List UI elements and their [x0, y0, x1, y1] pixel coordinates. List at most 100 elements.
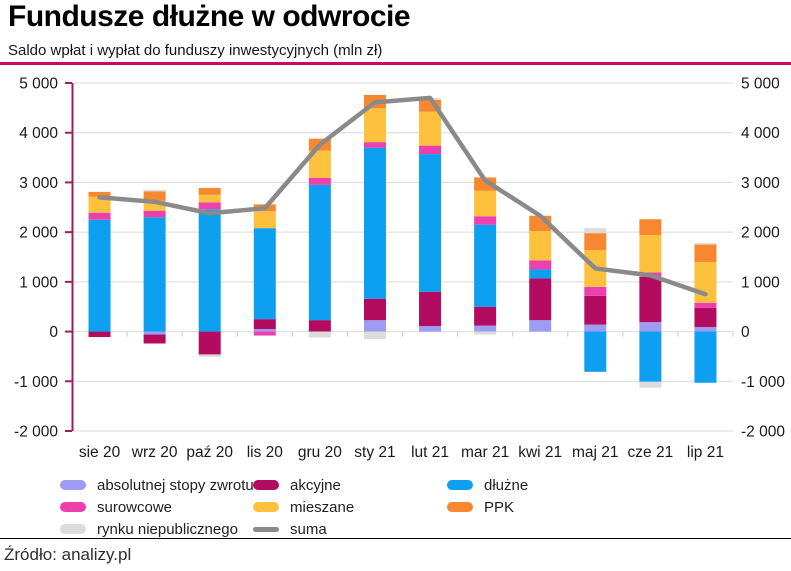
- bar-segment-surowcowe: [308, 177, 331, 185]
- bar-segment-rynku-niepublicznego: [143, 189, 166, 192]
- bar-segment-akcyjne: [198, 331, 221, 355]
- bar-segment-akcyjne: [474, 306, 497, 326]
- legend-swatch-ppk: [447, 502, 473, 512]
- y-tick-label-right: 0: [741, 324, 750, 341]
- bar-segment-mieszane: [639, 235, 662, 273]
- bar-segment-absolutnej-stopy-zwrotu: [253, 329, 276, 332]
- y-tick-label-right: 5 000: [741, 76, 780, 93]
- bar-segment-mieszane: [253, 211, 276, 229]
- legend-swatch-absolutnej-stopy-zwrotu: [60, 480, 86, 490]
- x-category-label: cze 21: [628, 444, 674, 461]
- bar-segment-ppk: [639, 219, 662, 236]
- x-category-label: gru 20: [298, 444, 342, 461]
- bar-segment-absolutnej-stopy-zwrotu: [419, 326, 442, 332]
- bar-segment-absolutnej-stopy-zwrotu: [694, 327, 717, 332]
- bar-segment-d-u-ne: [419, 154, 442, 292]
- bar-segment-d-u-ne: [584, 331, 607, 372]
- legend-label: surowcowe: [97, 498, 173, 516]
- line-suma: [97, 95, 708, 297]
- x-category-label: paź 20: [186, 444, 233, 461]
- legend-swatch-d-u-ne: [447, 480, 473, 490]
- bar-segment-akcyjne: [253, 319, 276, 330]
- bar-segment-d-u-ne: [308, 184, 331, 321]
- bar-segment-ppk: [198, 187, 221, 195]
- y-tick-label-right: -2 000: [741, 424, 785, 441]
- y-tick-label-left: -1 000: [14, 374, 58, 391]
- legend-item-suma: suma: [253, 520, 327, 538]
- bar-segment-rynku-niepublicznego: [584, 228, 607, 234]
- bar-segment-akcyjne: [363, 298, 386, 321]
- legend-swatch-surowcowe: [60, 502, 86, 512]
- bar-segment-surowcowe: [694, 302, 717, 308]
- bar-segment-absolutnej-stopy-zwrotu: [639, 322, 662, 332]
- y-tick-label-left: 0: [49, 324, 58, 341]
- bar-segment-absolutnej-stopy-zwrotu: [363, 320, 386, 332]
- bar-segment-akcyjne: [308, 320, 331, 332]
- bar-segment-d-u-ne: [143, 217, 166, 332]
- legend-item-akcyjne: akcyjne: [253, 476, 341, 494]
- bar-segment-akcyjne: [143, 334, 166, 344]
- bar-segment-d-u-ne: [253, 228, 276, 320]
- x-category-label: wrz 20: [131, 444, 178, 461]
- x-category-label: lip 21: [687, 444, 724, 461]
- bar-segment-akcyjne: [419, 291, 442, 327]
- x-category-label: lis 20: [247, 444, 284, 461]
- legend-item-mieszane: mieszane: [253, 498, 355, 516]
- legend-item-d-u-ne: dłużne: [447, 476, 529, 494]
- bar-segment-mieszane: [88, 196, 111, 213]
- y-tick-label-right: 3 000: [741, 175, 780, 192]
- legend-label: suma: [290, 520, 327, 538]
- legend-item-surowcowe: surowcowe: [60, 498, 173, 516]
- page-title: Fundusze dłużne w odwrocie: [8, 0, 411, 33]
- bar-segment-d-u-ne: [474, 224, 497, 307]
- x-category-label: mar 21: [461, 444, 509, 461]
- bar-segment-surowcowe: [474, 216, 497, 225]
- legend-label: mieszane: [290, 498, 355, 516]
- bar-segment-akcyjne: [88, 331, 111, 338]
- legend-item-ppk: PPK: [447, 498, 515, 516]
- bar-segment-ppk: [88, 191, 111, 197]
- bar-segment-surowcowe: [529, 260, 552, 270]
- bar-segment-d-u-ne: [529, 269, 552, 279]
- legend-label: dłużne: [484, 476, 529, 494]
- legend-swatch-rynku-niepublicznego: [60, 524, 86, 534]
- y-tick-label-left: 2 000: [19, 225, 58, 242]
- y-tick-label-left: -2 000: [14, 424, 58, 441]
- bar-segment-mieszane: [198, 194, 221, 203]
- bar-segment-surowcowe: [363, 142, 386, 148]
- legend-label: PPK: [484, 498, 515, 516]
- bar-segment-mieszane: [143, 200, 166, 211]
- y-tick-label-right: 2 000: [741, 225, 780, 242]
- bar-segment-absolutnej-stopy-zwrotu: [584, 324, 607, 332]
- x-category-label: lut 21: [411, 444, 449, 461]
- legend-label: rynku niepublicznego: [97, 520, 238, 538]
- bar-segment-mieszane: [474, 190, 497, 217]
- bar-segment-rynku-niepublicznego: [694, 243, 717, 245]
- legend-item-rynku-niepublicznego: rynku niepublicznego: [60, 520, 238, 538]
- bar-segment-mieszane: [529, 231, 552, 261]
- chart-canvas: 5 000 5 000 4 000 4 000 3 000 3 000 2 000 2 000…: [14, 76, 785, 462]
- bar-segment-ppk: [694, 244, 717, 262]
- x-category-label: sie 20: [79, 444, 121, 461]
- bar-segment-d-u-ne: [639, 331, 662, 382]
- bar-segment-ppk: [419, 99, 442, 112]
- header-divider: [0, 62, 791, 65]
- legend-swatch-akcyjne: [253, 480, 279, 490]
- bar-segment-surowcowe: [143, 210, 166, 218]
- legend-item-absolutnej-stopy-zwrotu: absolutnej stopy zwrotu: [60, 477, 254, 494]
- bar-segment-ppk: [474, 177, 497, 191]
- bar-segment-rynku-niepublicznego: [308, 331, 331, 338]
- chart-subtitle: Saldo wpłat i wypłat do funduszy inwesty…: [8, 42, 383, 59]
- bar-segment-mieszane: [694, 261, 717, 303]
- legend-label: akcyjne: [290, 476, 341, 494]
- bar-segment-d-u-ne: [88, 219, 111, 332]
- x-category-label: kwi 21: [518, 444, 562, 461]
- bar-segment-absolutnej-stopy-zwrotu: [529, 320, 552, 332]
- bar-segment-ppk: [584, 233, 607, 251]
- bar-segment-mieszane: [308, 150, 331, 178]
- bar-segment-akcyjne: [529, 278, 552, 321]
- y-tick-label-right: 1 000: [741, 274, 780, 291]
- bar-segment-surowcowe: [88, 212, 111, 220]
- legend-swatch-suma: [253, 526, 279, 532]
